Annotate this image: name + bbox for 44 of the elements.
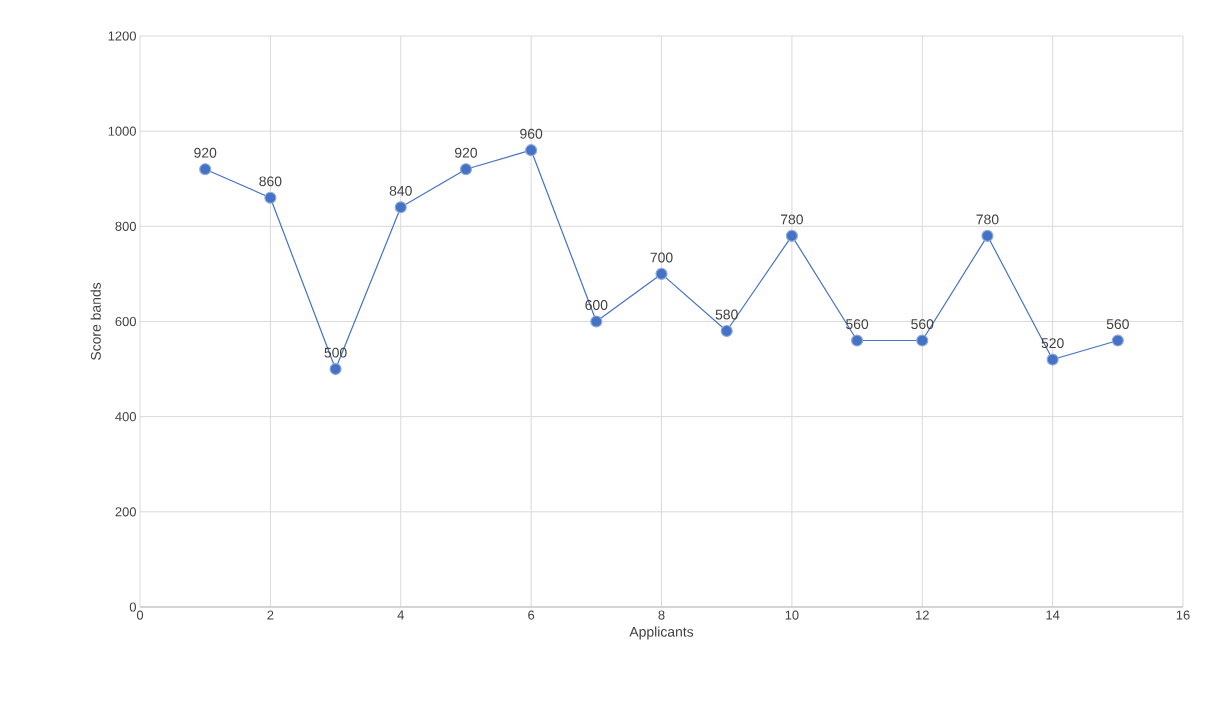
data-label: 920 [194,147,217,158]
y-axis-title: Score bands [90,282,101,360]
x-tick-label: 2 [267,610,274,620]
y-tick-label: 200 [115,507,136,517]
data-label: 560 [1106,319,1129,330]
data-label: 700 [650,252,673,263]
y-tick-label: 1200 [108,31,136,41]
point [850,334,864,347]
x-tick-label: 4 [397,610,404,620]
point [785,229,798,242]
data-label: 840 [389,185,412,196]
y-tick-label: 1000 [108,126,136,136]
point [590,315,603,328]
data-label: 960 [520,128,543,139]
point [720,324,733,338]
data-label: 780 [780,214,803,225]
data-label: 580 [715,309,738,320]
point [1111,334,1124,347]
y-tick-label: 800 [115,221,136,231]
point [1046,353,1059,366]
y-tick-label: 0 [129,602,136,612]
point [655,267,668,280]
point [916,334,929,347]
point [264,191,277,204]
x-tick-label: 14 [1046,610,1060,620]
data-label: 920 [454,147,478,158]
point [394,201,407,214]
point [981,229,994,242]
data-label: 860 [259,176,282,187]
point [329,362,342,376]
x-tick-label: 12 [916,610,929,620]
x-tick-label: 8 [658,610,665,620]
point [525,144,538,157]
y-tick-label: 600 [115,316,136,327]
x-tick-label: 0 [136,610,144,620]
x-tick-label: 10 [785,610,799,620]
x-tick-label: 16 [1176,610,1190,620]
y-tick-label: 400 [115,412,136,422]
data-label: 560 [845,319,869,330]
point [459,163,473,176]
point [199,163,212,176]
x-tick-label: 6 [528,610,535,620]
x-axis-title: Applicants [629,626,694,640]
data-label: 780 [976,214,999,225]
